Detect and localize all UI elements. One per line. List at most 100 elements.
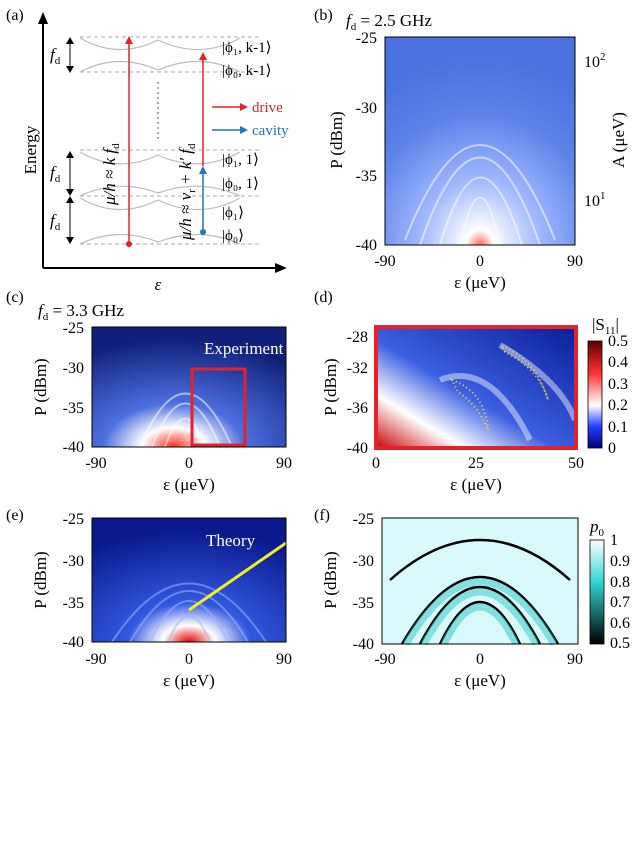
xtick-f: 90 bbox=[567, 651, 583, 668]
xtick-f: 0 bbox=[476, 651, 484, 668]
experiment-annotation: Experiment bbox=[204, 339, 284, 358]
xtick-f: -90 bbox=[374, 651, 395, 668]
ylabel-d: P (dBm) bbox=[321, 358, 340, 415]
panel-f: (f) -25 -30 -35 -40 -90 0 90 ε (μeV) P (… bbox=[314, 507, 630, 690]
energy-axis-label: Energy bbox=[21, 125, 40, 174]
cavity-arrowhead-icon bbox=[199, 166, 207, 174]
panel-d-label: (d) bbox=[314, 289, 333, 306]
bands-d bbox=[438, 342, 578, 442]
drive-arrowhead-icon bbox=[125, 36, 133, 44]
xtick-b: 0 bbox=[476, 253, 484, 270]
dotted-outline-upper bbox=[499, 344, 549, 401]
xtick-d: 25 bbox=[468, 455, 484, 472]
colorbar-tick: 0.8 bbox=[610, 574, 630, 591]
xtick-c: -90 bbox=[85, 455, 106, 472]
state-label: |ϕ₀, 1⟩ bbox=[222, 176, 259, 192]
ytick-e: -40 bbox=[63, 634, 84, 651]
ytick-f: -25 bbox=[353, 511, 374, 528]
panel-f-label: (f) bbox=[314, 507, 330, 524]
heatmap-c bbox=[92, 327, 286, 447]
xlabel-d: ε (μeV) bbox=[450, 475, 502, 494]
legend-cavity-arrow-icon bbox=[240, 126, 248, 134]
ytick-d: -36 bbox=[347, 400, 368, 417]
colorbar-p0-title: p0 bbox=[589, 517, 605, 539]
heatmap-e bbox=[92, 518, 286, 642]
ytick-right-b: 102 bbox=[584, 51, 606, 71]
xtick-b: -90 bbox=[374, 253, 395, 270]
panel-c: (c) fd = 3.3 GHz Experiment -25 -30 -35 … bbox=[6, 289, 292, 494]
ylabel-e: P (dBm) bbox=[31, 551, 50, 608]
xlabel-c: ε (μeV) bbox=[163, 475, 215, 494]
epsilon-axis-label: ε bbox=[155, 275, 162, 294]
ytick-e: -30 bbox=[63, 553, 84, 570]
resonance-bands bbox=[402, 578, 558, 646]
drive-formula: μ/h ≈ k fd bbox=[100, 143, 122, 206]
colorbar-tick: 0.5 bbox=[608, 333, 628, 350]
ytick-e: -25 bbox=[63, 511, 84, 528]
ytick-c: -40 bbox=[63, 439, 84, 456]
frame-b bbox=[384, 36, 576, 246]
ytick-c: -25 bbox=[63, 320, 84, 337]
ylabel-f: P (dBm) bbox=[321, 551, 340, 608]
heatmap-d bbox=[376, 327, 576, 448]
ylabel-b: P (dBm) bbox=[327, 111, 346, 168]
legend-drive-arrow-icon bbox=[240, 103, 248, 111]
legend: drive cavity bbox=[212, 100, 289, 139]
panel-b-label: (b) bbox=[314, 7, 333, 24]
colorbar-tick: 0.5 bbox=[610, 635, 630, 652]
fd-label-mid: fd bbox=[50, 163, 61, 185]
resonance-arcs bbox=[389, 538, 571, 645]
epsilon-axis-arrow-icon bbox=[275, 263, 287, 273]
legend-cavity-label: cavity bbox=[252, 123, 289, 139]
ytick-d: -40 bbox=[347, 440, 368, 457]
colorbar-tick: 0.9 bbox=[610, 553, 630, 570]
fringes-e bbox=[111, 582, 267, 643]
heatmap-b bbox=[385, 37, 575, 245]
ytick-d: -32 bbox=[347, 360, 368, 377]
ytick-f: -30 bbox=[353, 553, 374, 570]
drive-arrowhead-2-icon bbox=[199, 52, 207, 60]
ylabel-c: P (dBm) bbox=[31, 358, 50, 415]
fd-label-top: fd bbox=[50, 45, 61, 67]
xtick-e: 0 bbox=[185, 651, 193, 668]
avoided-crossings bbox=[79, 37, 241, 245]
panel-b-title: fd = 2.5 GHz bbox=[346, 11, 432, 33]
state-label: |ϕ₀, k-1⟩ bbox=[222, 63, 271, 79]
xtick-d: 50 bbox=[568, 455, 584, 472]
xlabel-f: ε (μeV) bbox=[454, 671, 506, 690]
frame-f bbox=[381, 517, 579, 645]
colorbar-tick: 0 bbox=[608, 440, 616, 457]
xtick-e: 90 bbox=[276, 651, 292, 668]
fd-arrows bbox=[66, 37, 74, 244]
colorbar-s11 bbox=[587, 340, 603, 449]
ytick-b: -35 bbox=[356, 168, 377, 185]
panel-e-label: (e) bbox=[6, 507, 24, 524]
panel-a: (a) Energy ε bbox=[6, 7, 289, 294]
panel-d: (d) -28 -32 -36 -40 0 25 50 ε (μeV) P (d… bbox=[314, 289, 628, 494]
state-labels: |ϕ₁, k-1⟩ |ϕ₀, k-1⟩ |ϕ₁, 1⟩ |ϕ₀, 1⟩ |ϕ₁⟩… bbox=[222, 40, 271, 244]
state-label: |ϕ₁, k-1⟩ bbox=[222, 40, 271, 56]
ytick-c: -30 bbox=[63, 360, 84, 377]
panel-c-title: fd = 3.3 GHz bbox=[38, 301, 124, 323]
cavity-formula: μ/h ≈ νr + k′ fd bbox=[176, 143, 198, 241]
colorbar-tick: 0.6 bbox=[610, 615, 630, 632]
xtick-c: 90 bbox=[276, 455, 292, 472]
threshold-line bbox=[188, 541, 287, 612]
ytick-c: -35 bbox=[63, 400, 84, 417]
energy-axis-arrow-icon bbox=[38, 12, 48, 24]
dotted-outline-lower bbox=[449, 378, 489, 431]
fringes-b bbox=[404, 144, 556, 246]
xtick-b: 90 bbox=[567, 253, 583, 270]
panel-c-label: (c) bbox=[6, 289, 24, 306]
frame-d bbox=[374, 325, 578, 450]
panel-a-label: (a) bbox=[6, 7, 24, 24]
ytick-right-b: 101 bbox=[584, 190, 606, 210]
colorbar-tick: 0.1 bbox=[608, 419, 628, 436]
xtick-c: 0 bbox=[185, 455, 193, 472]
ytick-b: -40 bbox=[356, 237, 377, 254]
panel-b: (b) fd = 2.5 GHz -25 -30 -35 -40 -90 0 9… bbox=[314, 7, 628, 292]
xlabel-b: ε (μeV) bbox=[454, 273, 506, 292]
drive-origin-dot bbox=[126, 241, 132, 247]
colorbar-tick: 0.2 bbox=[608, 397, 628, 414]
